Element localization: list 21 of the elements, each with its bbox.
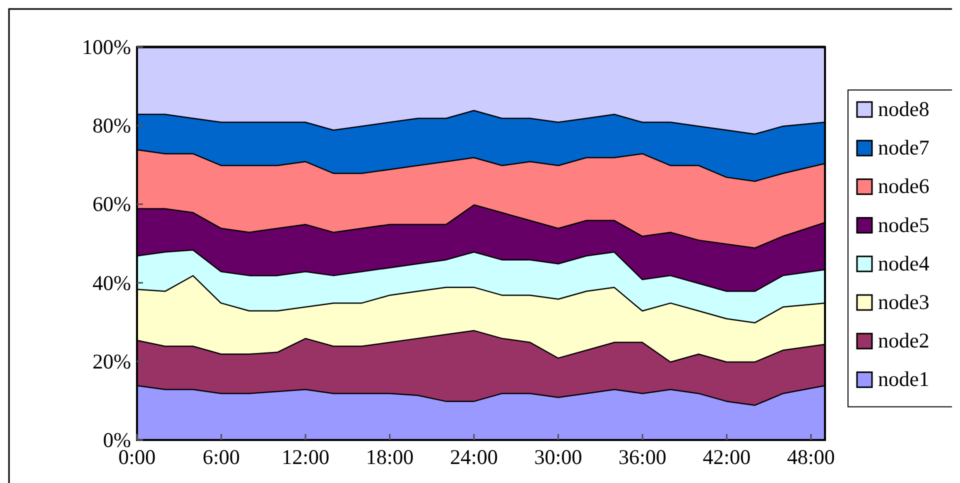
y-tick-label: 20% — [92, 349, 131, 374]
x-tick-label: 12:00 — [282, 445, 330, 469]
x-tick-label: 18:00 — [366, 445, 414, 469]
y-tick-label: 100% — [82, 35, 131, 59]
legend-label: node8 — [878, 97, 930, 121]
legend-label: node1 — [878, 367, 930, 392]
y-tick-label: 80% — [92, 114, 131, 138]
x-tick-label: 48:00 — [787, 445, 835, 469]
x-tick-label: 42:00 — [702, 445, 751, 469]
legend-label: node5 — [878, 212, 930, 237]
x-tick-label: 24:00 — [450, 445, 498, 469]
legend-label: node4 — [878, 251, 930, 276]
legend-label: node7 — [878, 136, 930, 160]
x-tick-label: 6:00 — [202, 445, 240, 469]
x-tick-label: 30:00 — [534, 445, 582, 469]
legend-label: node3 — [878, 290, 930, 314]
legend-label: node6 — [878, 174, 930, 198]
y-tick-label: 40% — [92, 270, 131, 295]
legend-label: node2 — [878, 328, 930, 353]
y-tick-label: 60% — [92, 192, 131, 216]
x-tick-label: 36:00 — [618, 445, 666, 469]
